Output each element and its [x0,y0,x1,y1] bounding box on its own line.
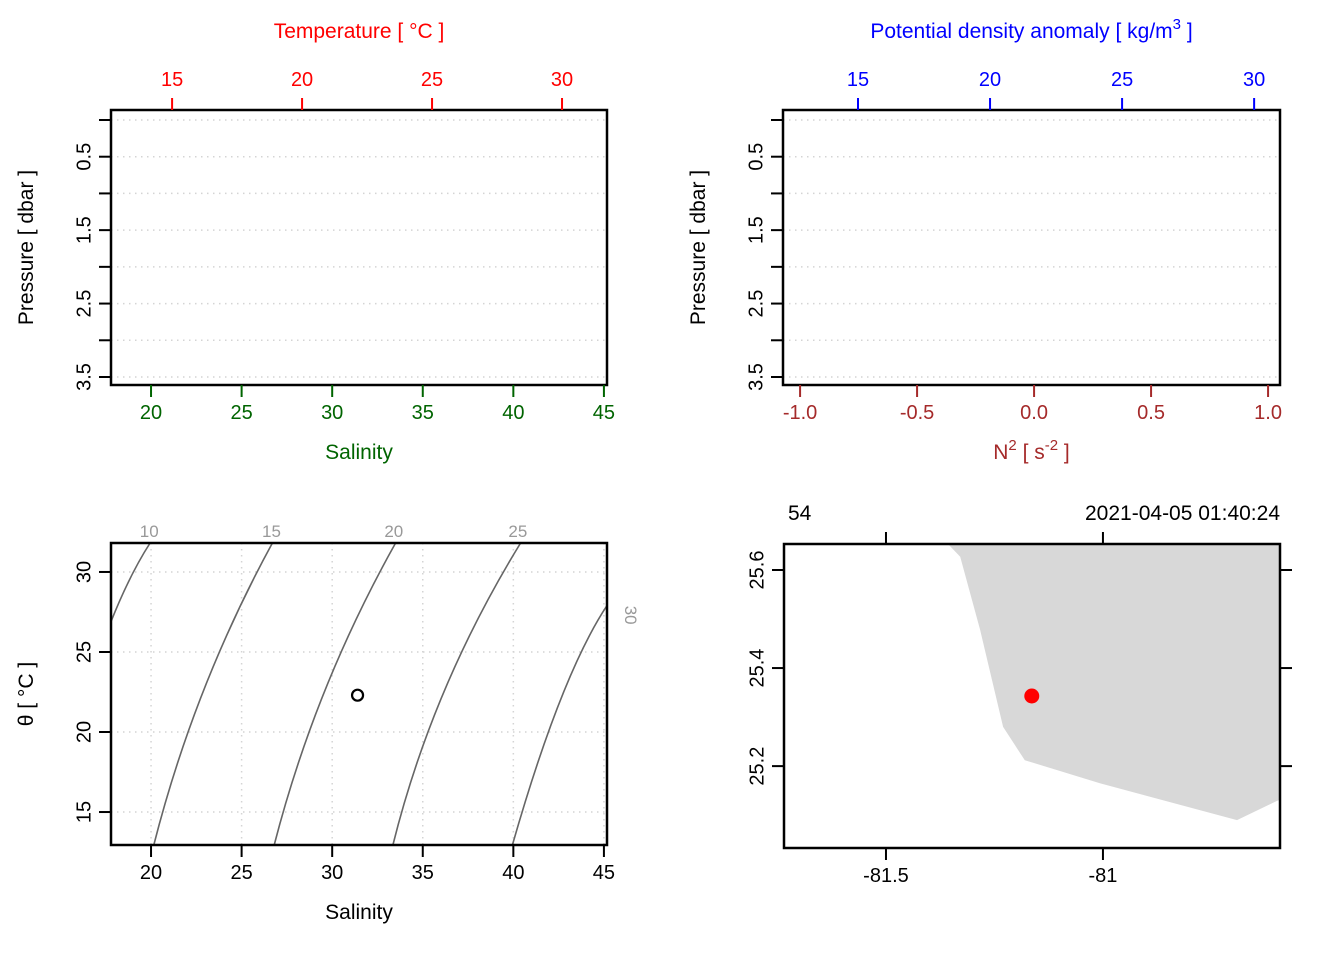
plot-box [782,542,1282,850]
isopycnal-contour [110,542,151,622]
axis-title-bottom: N2 [ s-2 ] [993,437,1070,464]
isopycnal-contour [511,605,608,846]
tick-label: 25 [230,862,252,884]
isopycnal-contour [392,542,522,846]
tick-label: 40 [502,862,524,884]
axis-title-bottom: Salinity [325,901,393,924]
station-location-dot [1024,688,1040,704]
tick-label: -81 [1088,865,1117,887]
axis-title-bottom: Salinity [325,441,393,464]
tick-label: 20 [140,862,162,884]
tick-label: 20 [291,69,313,91]
tick-label: 30 [1243,69,1265,91]
tick-label: 45 [593,402,615,424]
tick-label: 0.5 [745,143,767,171]
tick-label: 35 [412,862,434,884]
panel-profile-temperature-salinity: 15 20 25 30 Temperature [ °C ] 20 25 30 35 40 45 Sa… [15,20,615,464]
panel-ts-diagram: 10 15 20 25 30 20 25 30 35 40 45 Salinity 15 20 25 30 θ … [15,522,640,924]
tick-label: 2.5 [73,290,95,318]
tick-label: 25.2 [746,747,768,786]
contour-label: 20 [384,522,403,541]
tick-label: 0.5 [73,143,95,171]
tick-label: 1.5 [745,216,767,244]
tick-label: 25.4 [746,649,768,688]
axis-title-top: Potential density anomaly [ kg/m3 ] [870,16,1192,43]
tick-label: 25 [1111,69,1133,91]
tick-label: 45 [593,862,615,884]
tick-label: 30 [73,561,95,583]
tick-label: 40 [502,402,524,424]
plot-box [109,108,609,387]
tick-label: 3.5 [73,363,95,391]
isopycnal-contour [153,542,274,846]
tick-label: 25 [421,69,443,91]
contour-label: 15 [262,522,281,541]
station-number-title: 54 [788,502,812,525]
tick-label: 15 [73,801,95,823]
tick-label: 15 [847,69,869,91]
tick-label: -81.5 [863,865,909,887]
tick-label: 30 [321,862,343,884]
timestamp-title: 2021-04-05 01:40:24 [1085,502,1280,525]
tick-label: 30 [551,69,573,91]
tick-label: -0.5 [900,402,934,424]
tick-label: 20 [140,402,162,424]
tick-label: 1.0 [1254,402,1282,424]
plot-box [109,541,609,847]
plot-box [781,108,1282,387]
tick-label: 0.0 [1020,402,1048,424]
tick-label: -1.0 [783,402,817,424]
land-polygon [948,544,1280,821]
tick-label: 1.5 [73,216,95,244]
axis-title-left: Pressure [ dbar ] [687,170,710,325]
tick-label: 25 [230,402,252,424]
sample-point-marker [350,688,365,702]
contour-label: 25 [508,522,527,541]
tick-label: 35 [412,402,434,424]
contour-label: 30 [621,606,640,625]
tick-label: 20 [73,721,95,743]
axis-title-left: θ [ °C ] [15,662,38,726]
tick-label: 2.5 [745,290,767,318]
contour-label: 10 [140,522,159,541]
tick-label: 25 [73,641,95,663]
tick-label: 20 [979,69,1001,91]
tick-label: 3.5 [745,363,767,391]
tick-label: 25.6 [746,551,768,590]
axis-title-left: Pressure [ dbar ] [15,170,38,325]
isopycnal-contour [273,542,397,846]
panel-profile-n2-density: 15 20 25 30 Potential density anomaly [ kg/m… [687,16,1282,464]
tick-label: 30 [321,402,343,424]
tick-label: 15 [161,69,183,91]
axis-title-top: Temperature [ °C ] [274,20,445,43]
panel-station-map: -81.5 -81 25.2 25.4 25.6 54 2021-04-05 01:40:2… [746,502,1292,887]
tick-label: 0.5 [1137,402,1165,424]
